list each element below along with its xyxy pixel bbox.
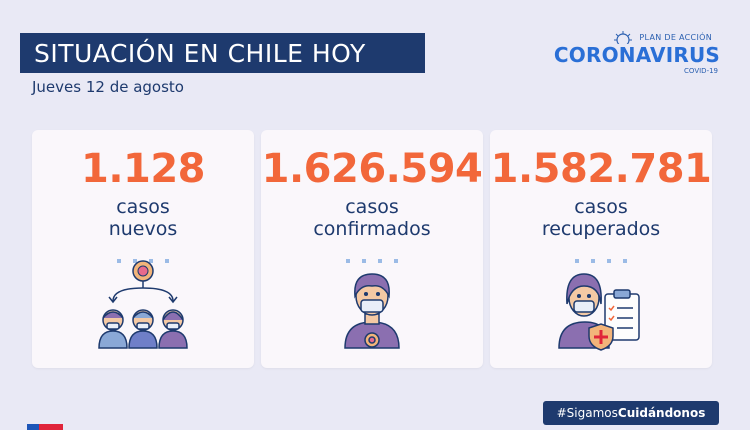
- logo-subtitle: COVID-19: [684, 67, 718, 75]
- logo-plan-label: PLAN DE ACCIÓN: [639, 33, 712, 42]
- stat-label-line1: casos: [116, 196, 170, 218]
- hashtag-prefix: #Sigamos: [556, 406, 618, 420]
- stat-label-line1: casos: [574, 196, 628, 218]
- hashtag-badge: #Sigamos Cuidándonos: [543, 401, 719, 425]
- recovered-checklist-icon: [558, 273, 640, 351]
- stat-value: 1.626.594: [261, 146, 483, 192]
- stat-label-line2: nuevos: [108, 218, 178, 240]
- chile-flag-stripe: [27, 424, 63, 430]
- dots-divider: [261, 248, 483, 267]
- stat-label-line2: confirmados: [313, 218, 431, 240]
- virus-logo-icon: [614, 31, 632, 44]
- logo-title: CORONAVIRUS: [553, 43, 720, 67]
- stat-value: 1.128: [80, 146, 206, 192]
- hashtag-bold: Cuidándonos: [617, 406, 706, 420]
- card-new-cases: 1.128 casos nuevos: [32, 130, 254, 368]
- stat-label-line1: casos: [345, 196, 399, 218]
- masked-person-virus-icon: [344, 273, 400, 349]
- card-confirmed-cases: 1.626.594 casos confirmados: [261, 130, 483, 368]
- stat-label-line2: recuperados: [541, 218, 661, 240]
- page-title: SITUACIÓN EN CHILE HOY: [34, 38, 366, 68]
- coronavirus-logo: PLAN DE ACCIÓN CORONAVIRUS COVID-19: [554, 30, 720, 80]
- dots-divider: [490, 248, 712, 267]
- stat-value: 1.582.781: [490, 146, 712, 192]
- dots-divider: [32, 248, 254, 267]
- group-contagion-icon: [98, 260, 188, 349]
- date-label: Jueves 12 de agosto: [32, 78, 184, 96]
- card-recovered-cases: 1.582.781 casos recuperados: [490, 130, 712, 368]
- title-banner: SITUACIÓN EN CHILE HOY: [20, 33, 425, 73]
